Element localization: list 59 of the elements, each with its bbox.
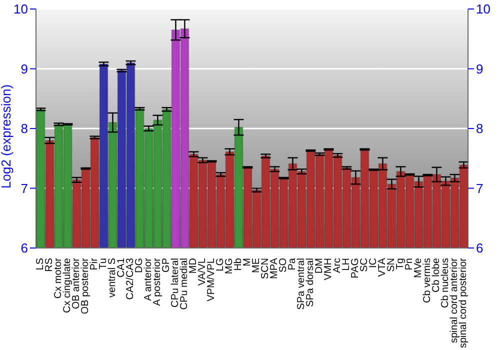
x-tick-label: Arc	[332, 258, 343, 273]
x-tick-label: Hb	[233, 258, 244, 271]
x-tick-label: GP	[161, 258, 172, 272]
x-tick-label: ventral S	[107, 258, 118, 298]
x-tick-label: Pn	[404, 258, 415, 270]
y-tick-label: 10	[14, 2, 28, 17]
y-tick-label: 9	[20, 61, 28, 76]
x-tick-label: spinal cord anterior	[449, 257, 460, 344]
x-tick-label: SO	[278, 258, 289, 272]
x-tick-label: Cx motor	[53, 257, 64, 299]
x-tick-label: CA2/CA3	[125, 258, 136, 300]
y-tick-label: 7	[20, 180, 28, 196]
x-tick-label: VPM/VPL	[206, 258, 217, 302]
y-tick-label: 8	[20, 121, 28, 136]
x-tick-label: Cb nucleus	[440, 258, 451, 308]
y2-tick-label: 7	[476, 180, 484, 196]
x-tick-label: PAG	[350, 258, 361, 278]
x-tick-label: DM	[314, 258, 325, 274]
x-tick-label: A anterior	[143, 257, 154, 301]
x-tick-label: MVe	[413, 258, 424, 278]
x-tick-label: A posterior	[152, 257, 163, 306]
x-tick-label: Cx cingulate	[62, 258, 73, 314]
x-tick-label: VTA	[377, 258, 388, 277]
x-tick-label: SPa ventral	[296, 258, 307, 310]
x-tick-label: CPu medial	[179, 258, 190, 310]
x-tick-label: MPA	[269, 258, 280, 279]
x-tick-label: LG	[215, 258, 226, 272]
x-tick-label: Cb lobe	[431, 258, 442, 292]
x-tick-label: SCN	[260, 258, 271, 280]
x-tick-label: CPu lateral	[170, 258, 181, 308]
x-tick-label: MD	[188, 258, 199, 274]
y2-tick-label: 9	[476, 61, 484, 76]
y2-tick-label: 8	[476, 121, 484, 136]
x-tick-label: OB anterior	[71, 257, 82, 310]
x-tick-label: LS	[35, 258, 46, 270]
y2-tick-label: 6	[476, 240, 484, 256]
x-tick-label: DG	[134, 258, 145, 273]
x-tick-label: M	[242, 258, 253, 266]
x-tick-label: Tg	[395, 258, 406, 270]
x-tick-label: LH	[341, 258, 352, 271]
x-tick-label: Cb vermis	[422, 258, 433, 304]
x-tick-label: RS	[44, 258, 55, 272]
x-tick-label: spinal cord posterior	[458, 257, 469, 348]
y-tick-label: 6	[20, 240, 28, 256]
x-tick-label: Tu	[98, 258, 109, 270]
x-tick-label: MG	[224, 258, 235, 274]
x-tick-label: VA/VL	[197, 258, 208, 286]
y-axis-title: Log2 (expression)	[0, 84, 14, 188]
x-tick-label: Pir	[89, 257, 100, 270]
x-tick-label: CA1	[116, 258, 127, 278]
y2-tick-label: 10	[476, 2, 490, 17]
x-tick-label: VMH	[323, 258, 334, 280]
x-tick-label: Pa	[287, 258, 298, 270]
x-tick-label: SN	[386, 258, 397, 272]
x-tick-label: SC	[359, 258, 370, 272]
x-tick-label: OB posterior	[80, 257, 91, 314]
x-tick-label: ME	[251, 258, 262, 273]
x-tick-label: IC	[368, 258, 379, 268]
x-tick-label: SPa dorsal	[305, 258, 316, 307]
